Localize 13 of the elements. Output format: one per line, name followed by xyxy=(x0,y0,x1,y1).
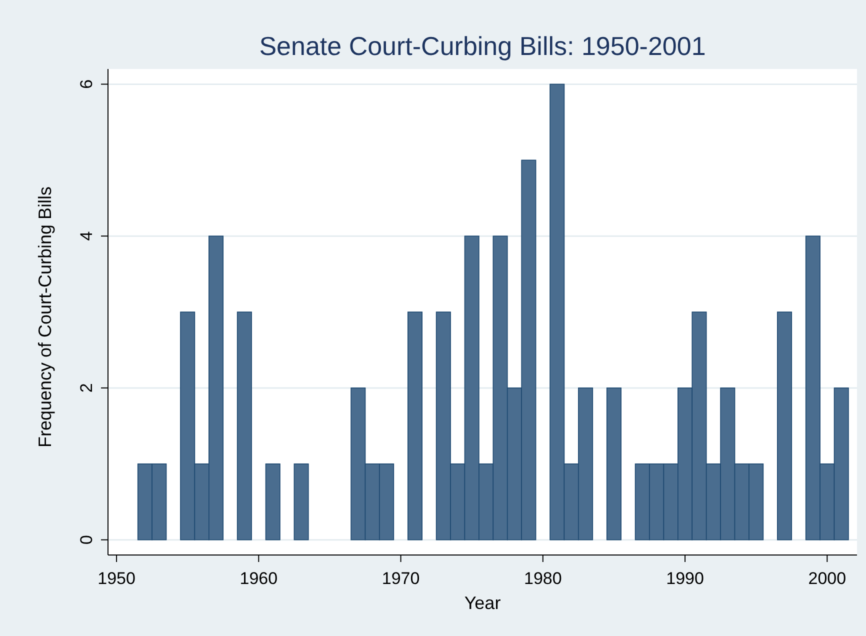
x-tick-label: 2000 xyxy=(808,569,846,588)
x-tick-label: 1990 xyxy=(666,569,704,588)
chart-title: Senate Court-Curbing Bills: 1950-2001 xyxy=(259,31,706,61)
y-tick-label: 0 xyxy=(77,535,96,545)
x-tick-label: 1950 xyxy=(98,569,136,588)
x-tick-label: 1980 xyxy=(524,569,562,588)
y-tick-label: 6 xyxy=(77,79,96,89)
y-tick-label: 4 xyxy=(77,231,96,241)
x-tick-label: 1970 xyxy=(382,569,420,588)
x-tick-label: 1960 xyxy=(240,569,278,588)
y-tick-label: 2 xyxy=(77,383,96,393)
x-axis-title: Year xyxy=(464,593,501,613)
y-axis-title: Frequency of Court-Curbing Bills xyxy=(35,186,55,448)
